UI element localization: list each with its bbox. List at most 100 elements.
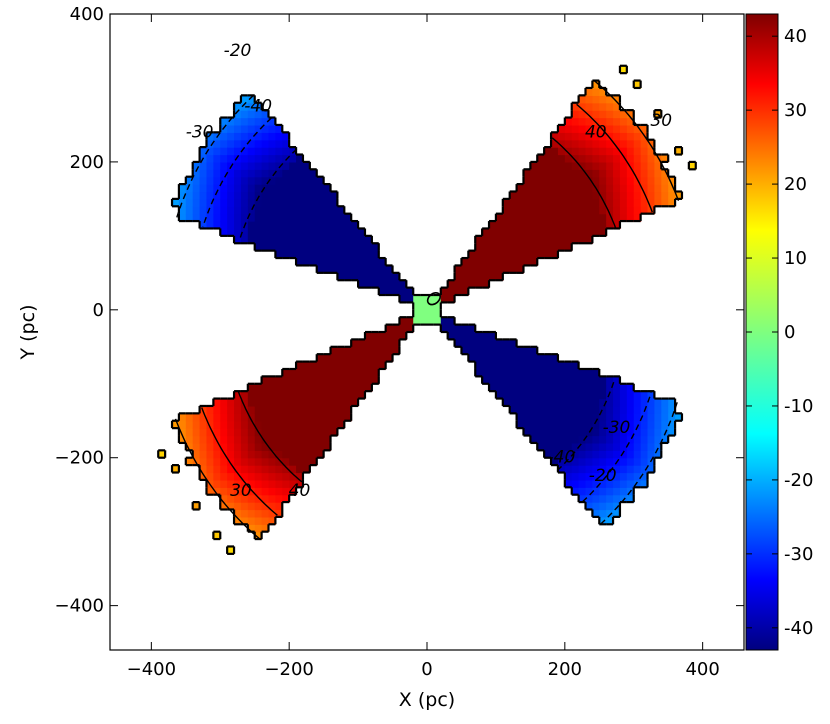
heatmap-cell	[537, 191, 545, 200]
heatmap-cell	[296, 368, 304, 377]
heatmap-cell	[606, 169, 614, 178]
heatmap-cell	[571, 487, 580, 496]
heatmap-cell	[661, 191, 669, 200]
heatmap-cell	[213, 435, 221, 444]
heatmap-cell	[516, 258, 525, 267]
heatmap-cell	[564, 213, 573, 222]
heatmap-cell	[268, 221, 276, 230]
heatmap-cell	[606, 465, 614, 474]
heatmap-cell	[385, 280, 394, 289]
heatmap-cell	[544, 391, 552, 400]
heatmap-cell	[289, 228, 297, 237]
heatmap-cell	[282, 368, 290, 377]
heatmap-cell	[495, 235, 504, 244]
heatmap-cell	[234, 487, 242, 496]
heatmap-cell	[578, 457, 587, 466]
heatmap-cell	[626, 191, 635, 200]
heatmap-cell	[626, 117, 635, 126]
heatmap-cell	[551, 376, 559, 385]
heatmap-cell	[454, 324, 463, 333]
heatmap-cell	[399, 332, 407, 340]
heatmap-cell	[385, 324, 394, 333]
heatmap-cell	[275, 413, 283, 422]
heatmap-cell	[661, 420, 669, 429]
heatmap-cell	[344, 361, 352, 370]
heatmap-cell	[206, 154, 214, 163]
heatmap-cell	[475, 243, 483, 252]
heatmap-cell	[351, 376, 359, 385]
heatmap-cell	[330, 383, 339, 392]
heatmap-cell	[309, 243, 318, 252]
heatmap-cell	[378, 280, 387, 289]
heatmap-cell	[199, 457, 208, 466]
heatmap-cell	[564, 139, 573, 148]
heatmap-cell	[654, 450, 662, 459]
heatmap-cell	[571, 398, 580, 407]
heatmap-cell	[619, 117, 628, 126]
heatmap-cell	[647, 191, 656, 200]
heatmap-cell	[592, 132, 600, 141]
heatmap-cell	[275, 405, 283, 414]
heatmap-cell	[240, 435, 249, 444]
heatmap-cell	[592, 479, 600, 488]
heatmap-cell	[661, 184, 669, 193]
heatmap-cell	[220, 124, 228, 133]
heatmap-cell	[296, 228, 304, 237]
heatmap-cell	[206, 405, 214, 414]
heatmap-cell	[433, 309, 442, 318]
heatmap-cell	[378, 354, 387, 363]
heatmap-cell	[220, 154, 228, 163]
heatmap-cell	[530, 221, 538, 230]
heatmap-cell	[619, 191, 628, 200]
heatmap-cell	[227, 117, 235, 126]
contour-line	[202, 117, 272, 228]
heatmap-cell	[489, 272, 497, 281]
heatmap-cell	[537, 176, 545, 185]
heatmap-cell	[606, 442, 614, 451]
heatmap-cell	[537, 420, 545, 429]
heatmap-cell	[227, 147, 235, 156]
heatmap-cell	[509, 265, 518, 274]
heatmap-cell	[268, 147, 276, 156]
heatmap-cell	[247, 213, 256, 222]
heatmap-cell	[337, 383, 345, 392]
heatmap-cell	[585, 228, 593, 237]
heatmap-cell	[330, 376, 339, 385]
heatmap-cell	[185, 428, 194, 437]
heatmap-cell	[234, 442, 242, 451]
heatmap-cell	[240, 206, 249, 215]
heatmap-cell	[247, 235, 256, 244]
heatmap-cell	[433, 295, 442, 304]
x-axis-label: X (pc)	[399, 689, 455, 711]
heatmap-cell	[537, 250, 545, 259]
heatmap-cell	[619, 472, 628, 481]
heatmap-cell	[371, 332, 380, 340]
heatmap-cell	[523, 346, 531, 355]
heatmap-cell	[592, 487, 600, 496]
heatmap-cell	[261, 398, 270, 407]
heatmap-cell	[551, 176, 559, 185]
heatmap-cell	[261, 383, 270, 392]
heatmap-cell	[544, 435, 552, 444]
heatmap-cell	[282, 154, 290, 163]
heatmap-cell	[296, 258, 304, 267]
heatmap-cell	[234, 198, 242, 207]
heatmap-cell	[289, 413, 297, 422]
contour-line	[551, 137, 617, 229]
heatmap-cell	[578, 110, 587, 119]
heatmap-cell	[351, 221, 359, 230]
heatmap-cell	[668, 405, 676, 414]
heatmap-cell	[254, 147, 263, 156]
heatmap-cell	[240, 102, 249, 111]
heatmap-cell	[502, 376, 511, 385]
heatmap-cell	[544, 213, 552, 222]
heatmap-cell	[461, 339, 469, 348]
heatmap-cell	[234, 516, 242, 525]
heatmap-cell	[447, 332, 456, 340]
heatmap-cell	[530, 161, 538, 170]
heatmap-cell	[323, 435, 332, 444]
heatmap-cell	[606, 383, 614, 392]
heatmap-cell	[351, 243, 359, 252]
heatmap-cell	[564, 191, 573, 200]
heatmap-cell	[599, 139, 607, 148]
